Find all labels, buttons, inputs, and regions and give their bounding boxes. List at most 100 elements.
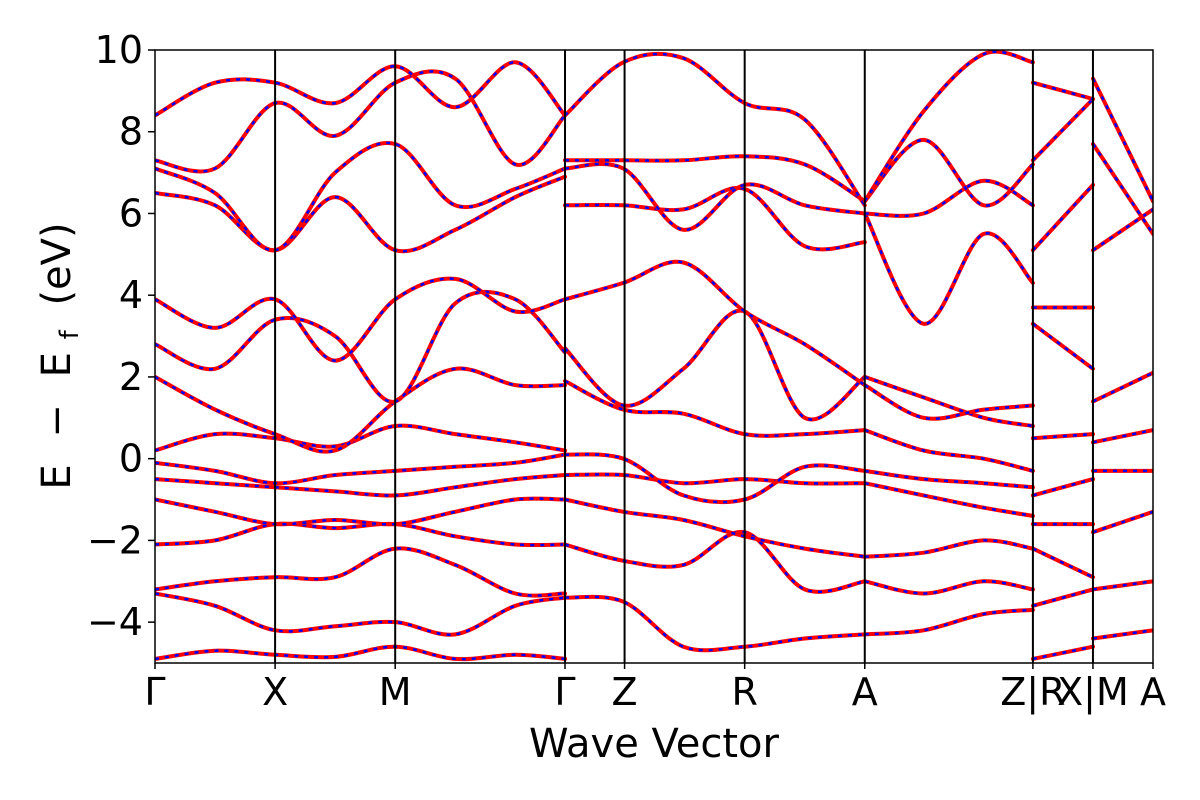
band-line-blue [155,547,566,597]
band-line-red [155,473,567,498]
band-line-red [155,591,567,637]
band-line-blue [564,186,865,251]
band-line-red [563,259,867,388]
y-tick-label: −2 [87,518,143,562]
band-line-blue [155,277,566,362]
band-line-red [563,51,867,208]
band-line-red [862,383,1035,421]
y-tick-label: 10 [95,28,143,72]
band-line-red [563,379,867,438]
band-line-blue [1032,477,1094,497]
band-line-blue [155,141,566,252]
band-line-red [155,423,567,453]
band-line-blue [864,469,1034,489]
band-line-blue [1032,98,1094,162]
band-lines [155,50,1153,662]
band-line-red [155,644,567,662]
band-line-blue [863,138,1034,207]
band-line-blue [564,498,865,558]
x-tick-label: Γ [554,670,575,714]
band-line-blue [155,473,566,497]
band-line-red [563,530,867,594]
band-line-blue [564,473,865,485]
band-line-red [563,452,867,505]
band-line-blue [155,424,566,452]
band-line-red [155,276,567,363]
y-label-ef: E [34,352,80,377]
y-tick-label: 6 [119,191,143,235]
y-label-ef-subscript: f [55,329,85,339]
band-line-red [563,594,867,653]
band-line-blue [864,384,1034,420]
band-line-blue [564,530,866,594]
x-tick-label: Z|R [1000,670,1065,715]
band-line-blue [155,592,566,636]
band-line-red [862,178,1035,218]
band-line-blue [155,645,566,661]
band-line-blue [1032,588,1094,608]
band-line-red [862,607,1035,637]
kpoint-divider-lines [274,50,1094,663]
band-line-blue [1031,184,1094,252]
band-line-blue [565,154,866,203]
band-line-red [155,69,567,174]
y-axis-label: E − E f (eV) [34,222,85,489]
band-line-blue [155,175,566,253]
band-line-red [862,374,1035,428]
band-line-blue [1032,645,1094,661]
x-tick-label: A [852,670,878,714]
band-line-blue [864,481,1034,518]
band-line-red [155,546,567,598]
band-line-red [155,521,567,548]
y-axis-ticks: −4 −2 0 2 4 6 8 10 [87,28,155,644]
band-line-blue [1091,78,1153,202]
band-line-blue [864,539,1034,558]
band-line-red [862,211,1035,326]
x-tick-label: M [379,670,412,714]
band-line-blue [864,608,1034,636]
band-line-blue [1092,510,1153,534]
band-line-blue [564,309,866,421]
band-line-blue [155,367,566,453]
band-line-blue [1032,322,1094,370]
band-line-blue [1032,547,1094,579]
band-line-blue [564,52,866,207]
plot-frame [154,49,1154,664]
y-label-unit: (eV) [34,222,80,305]
y-tick-label: 8 [119,110,143,154]
x-tick-label: Γ [144,670,165,714]
band-line-red [862,538,1035,559]
y-tick-label: 2 [119,355,143,399]
band-line-blue [1032,432,1094,440]
band-line-red [155,140,567,253]
band-line-red [563,185,867,252]
x-tick-label: X [262,670,288,714]
band-line-red [862,579,1035,596]
band-line-blue [564,453,865,504]
band-line-blue [155,453,566,485]
band-line-blue [863,212,1034,326]
band-line-blue [864,580,1034,595]
band-line-red [862,50,1035,204]
band-line-red [862,137,1035,208]
x-axis-label: Wave Vector [529,721,780,767]
band-line-red [563,162,867,232]
y-label-e: E [34,464,80,489]
y-tick-label: −4 [87,600,143,644]
band-line-blue [1092,629,1153,640]
band-line-blue [564,260,866,387]
band-line-red [1091,207,1153,253]
band-line-blue [155,497,566,526]
band-line-blue [1092,580,1153,591]
band-line-red [862,481,1035,518]
band-line-blue [1092,371,1153,403]
band-line-blue [864,428,1034,473]
band-line-blue [1091,143,1153,235]
x-tick-label: R [731,670,757,714]
x-tick-label: X|M [1057,670,1129,715]
band-line-red [155,289,567,404]
band-line-blue [863,50,1034,202]
band-line-blue [1032,81,1094,101]
y-tick-label: 0 [119,437,143,481]
